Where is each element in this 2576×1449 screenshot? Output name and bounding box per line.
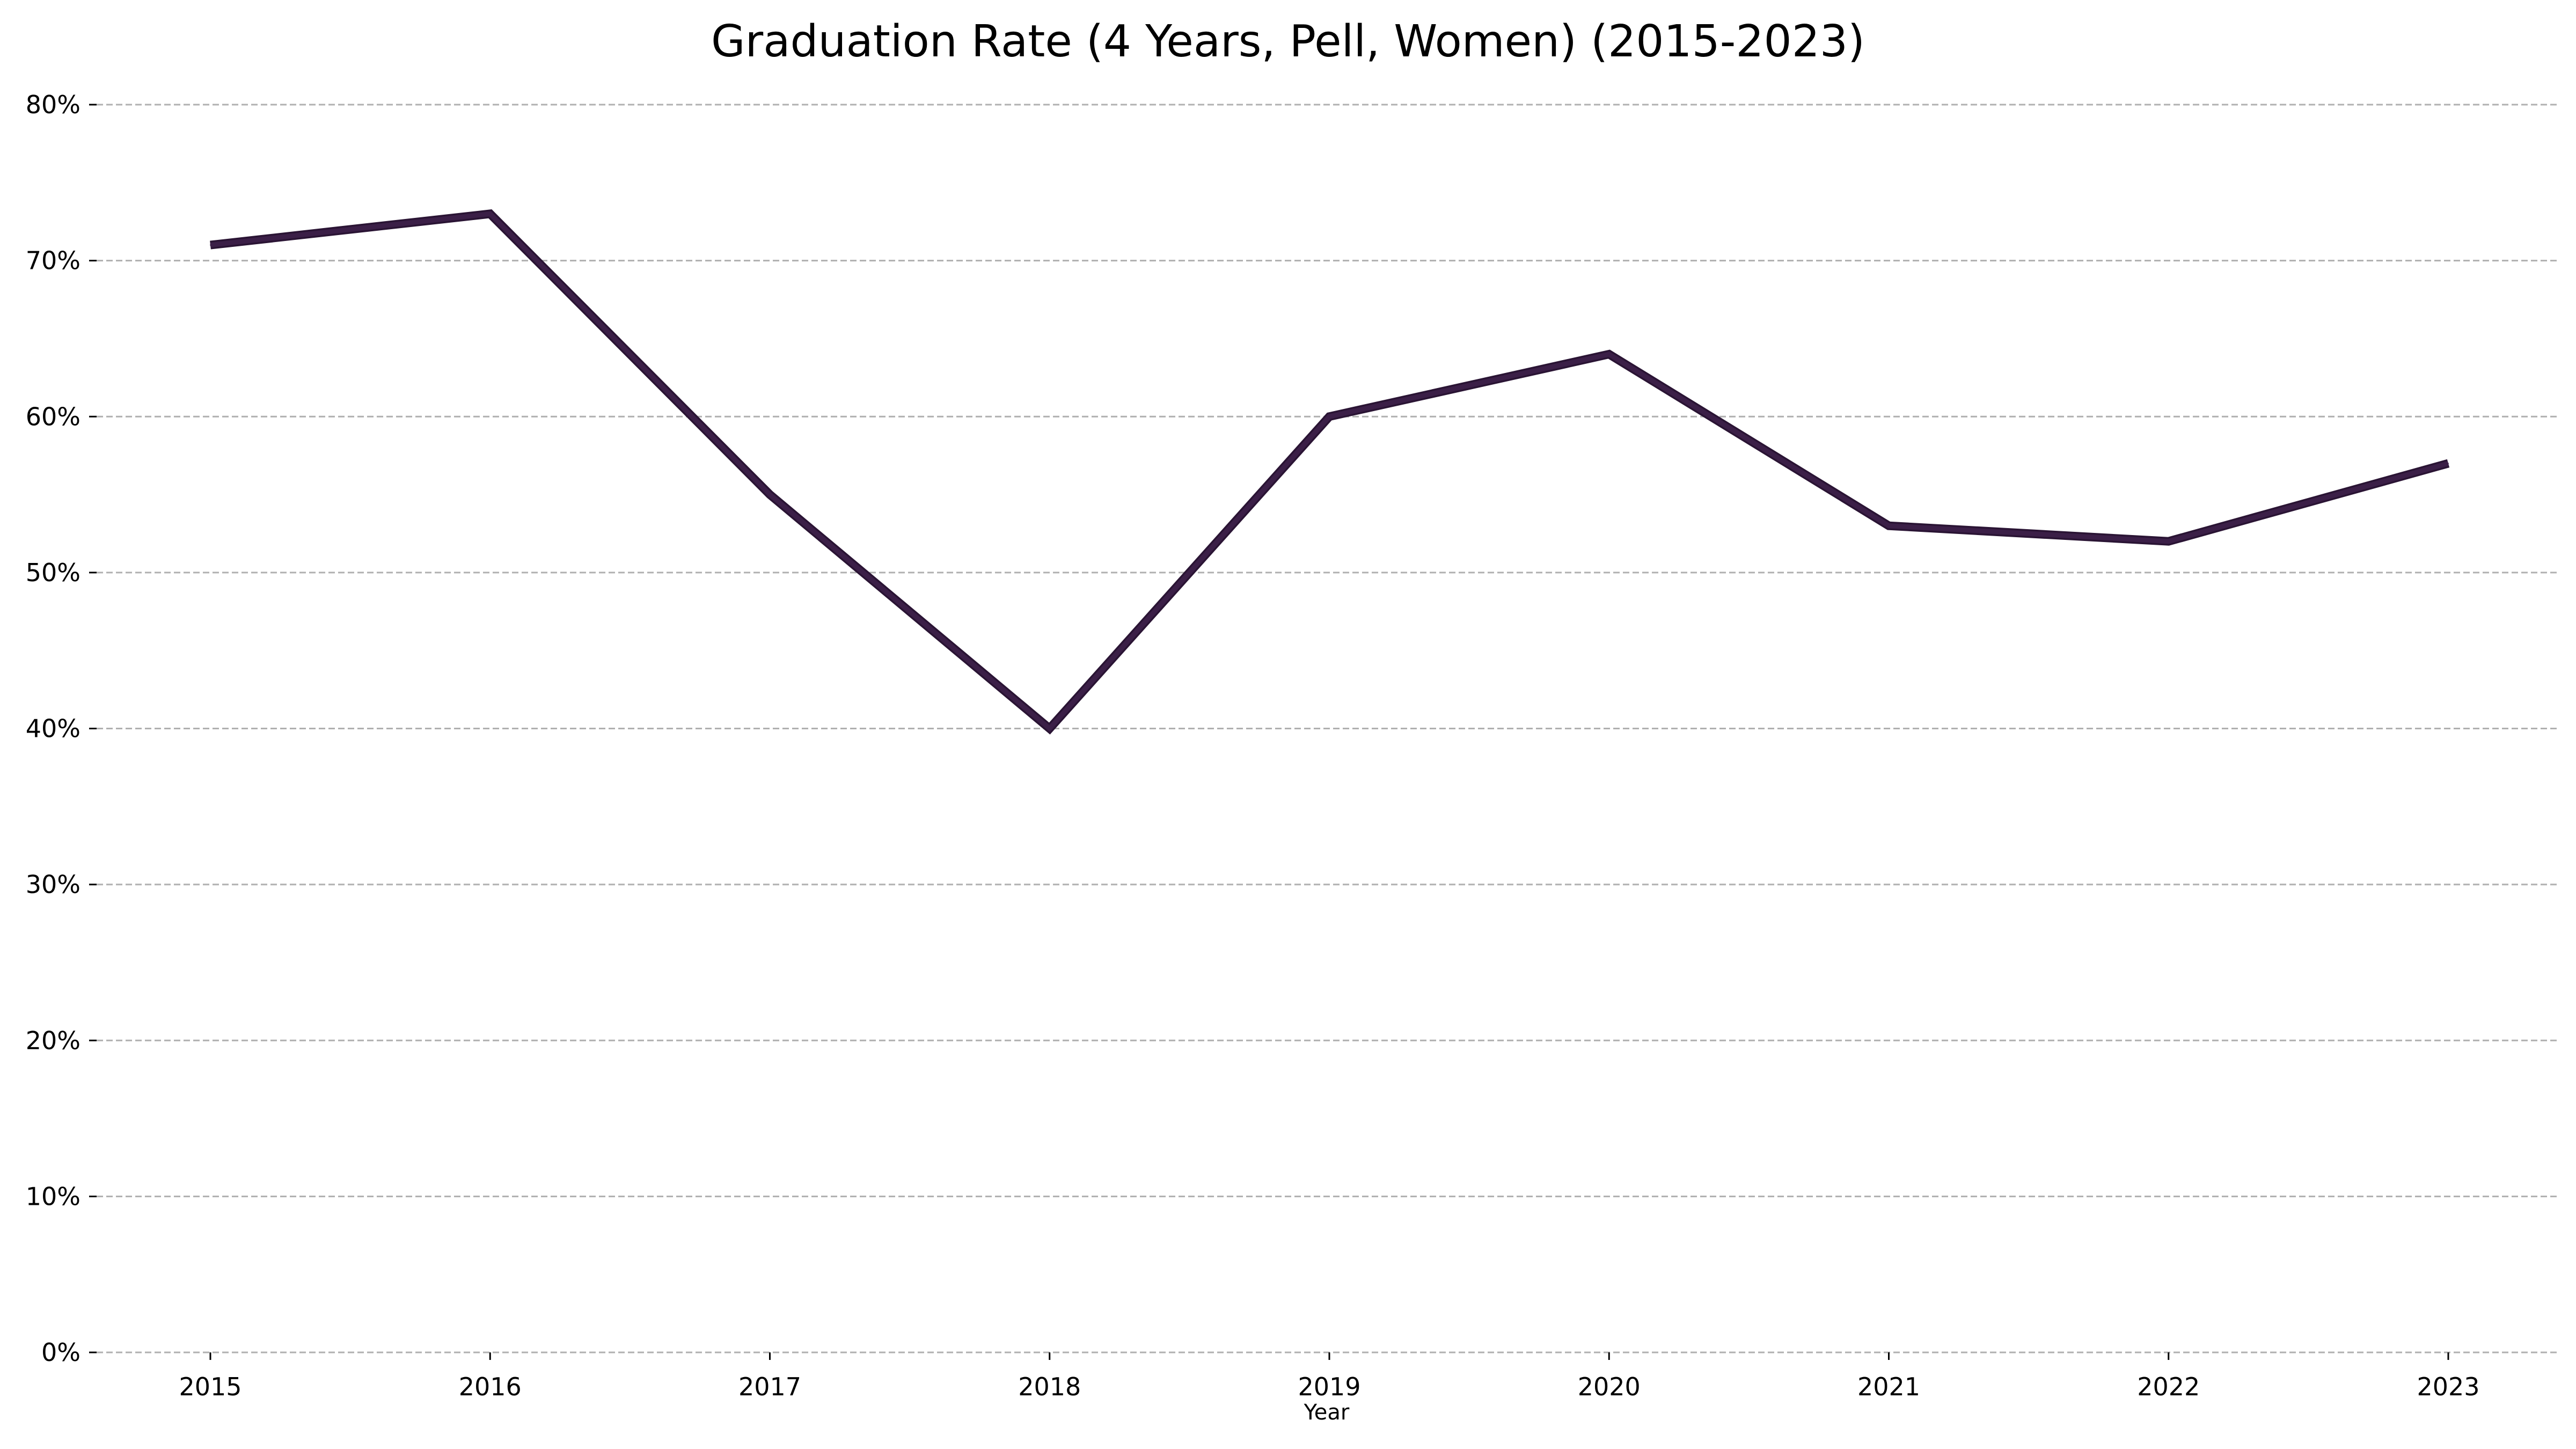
x-tick-label: 2022 — [2137, 1372, 2200, 1401]
x-tick-label: 2017 — [738, 1372, 801, 1401]
x-axis-label: Year — [1304, 1400, 1350, 1425]
y-tick-label: 60% — [26, 402, 80, 431]
x-tick-label: 2019 — [1298, 1372, 1360, 1401]
chart-title: Graduation Rate (4 Years, Pell, Women) (… — [711, 16, 1865, 67]
data-point — [1608, 354, 1610, 355]
data-point — [1888, 525, 1890, 526]
y-tick-label: 80% — [26, 90, 80, 119]
series-line — [210, 211, 2449, 732]
data-point — [2168, 540, 2169, 542]
y-axis: 0% 10% 20% 30% 40% 50% 60% 70% 80% — [26, 90, 97, 1367]
x-tick-label: 2021 — [1857, 1372, 1920, 1401]
data-point — [1049, 728, 1050, 729]
grid-lines — [97, 104, 2560, 1353]
y-tick-label: 50% — [26, 558, 80, 587]
x-axis: 2015 2016 2017 2018 2019 2020 2021 2022 2023 — [179, 1352, 2480, 1401]
x-tick-label: 2016 — [459, 1372, 522, 1401]
y-tick-label: 20% — [26, 1026, 80, 1055]
y-tick-label: 70% — [26, 246, 80, 275]
x-tick-label: 2023 — [2417, 1372, 2479, 1401]
x-tick-label: 2018 — [1018, 1372, 1081, 1401]
data-point — [489, 213, 491, 215]
y-tick-label: 30% — [26, 870, 80, 899]
x-tick-label: 2020 — [1578, 1372, 1641, 1401]
series-line-outline — [210, 209, 2450, 735]
y-tick-label: 40% — [26, 714, 80, 743]
data-point — [1329, 416, 1330, 418]
y-tick-label: 0% — [41, 1338, 80, 1367]
data-point — [210, 244, 211, 246]
data-point — [769, 494, 771, 495]
y-tick-label: 10% — [26, 1182, 80, 1211]
x-tick-label: 2015 — [179, 1372, 241, 1401]
series-layer — [210, 209, 2450, 735]
data-point — [2448, 463, 2449, 464]
